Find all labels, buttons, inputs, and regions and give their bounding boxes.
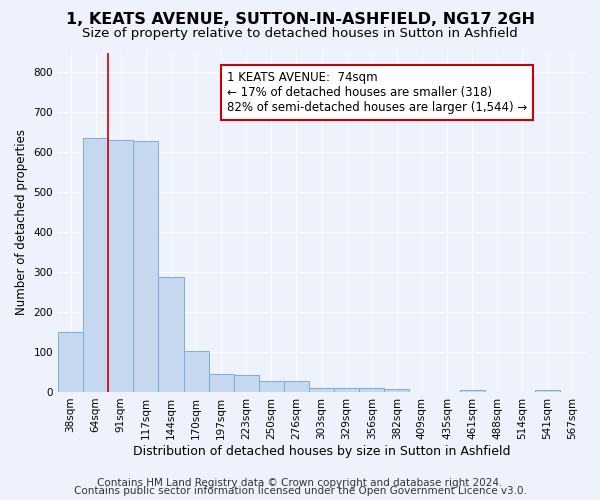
Bar <box>384 389 409 392</box>
Text: Contains public sector information licensed under the Open Government Licence v3: Contains public sector information licen… <box>74 486 526 496</box>
Text: 1 KEATS AVENUE:  74sqm
← 17% of detached houses are smaller (318)
82% of semi-de: 1 KEATS AVENUE: 74sqm ← 17% of detached … <box>227 71 527 114</box>
Text: Contains HM Land Registry data © Crown copyright and database right 2024.: Contains HM Land Registry data © Crown c… <box>97 478 503 488</box>
Bar <box>233 375 259 392</box>
Bar <box>158 278 184 392</box>
Text: 1, KEATS AVENUE, SUTTON-IN-ASHFIELD, NG17 2GH: 1, KEATS AVENUE, SUTTON-IN-ASHFIELD, NG1… <box>65 12 535 28</box>
Bar <box>259 381 284 392</box>
Bar <box>309 388 334 392</box>
Bar <box>133 141 158 392</box>
X-axis label: Distribution of detached houses by size in Sutton in Ashfield: Distribution of detached houses by size … <box>133 444 510 458</box>
Text: Size of property relative to detached houses in Sutton in Ashfield: Size of property relative to detached ho… <box>82 28 518 40</box>
Bar <box>334 388 359 392</box>
Bar <box>209 374 233 392</box>
Bar <box>284 381 309 392</box>
Bar <box>83 138 108 392</box>
Bar <box>108 140 133 392</box>
Bar <box>184 351 209 392</box>
Bar <box>359 388 384 392</box>
Bar <box>58 332 83 392</box>
Y-axis label: Number of detached properties: Number of detached properties <box>15 129 28 315</box>
Bar <box>460 390 485 392</box>
Bar <box>535 390 560 392</box>
